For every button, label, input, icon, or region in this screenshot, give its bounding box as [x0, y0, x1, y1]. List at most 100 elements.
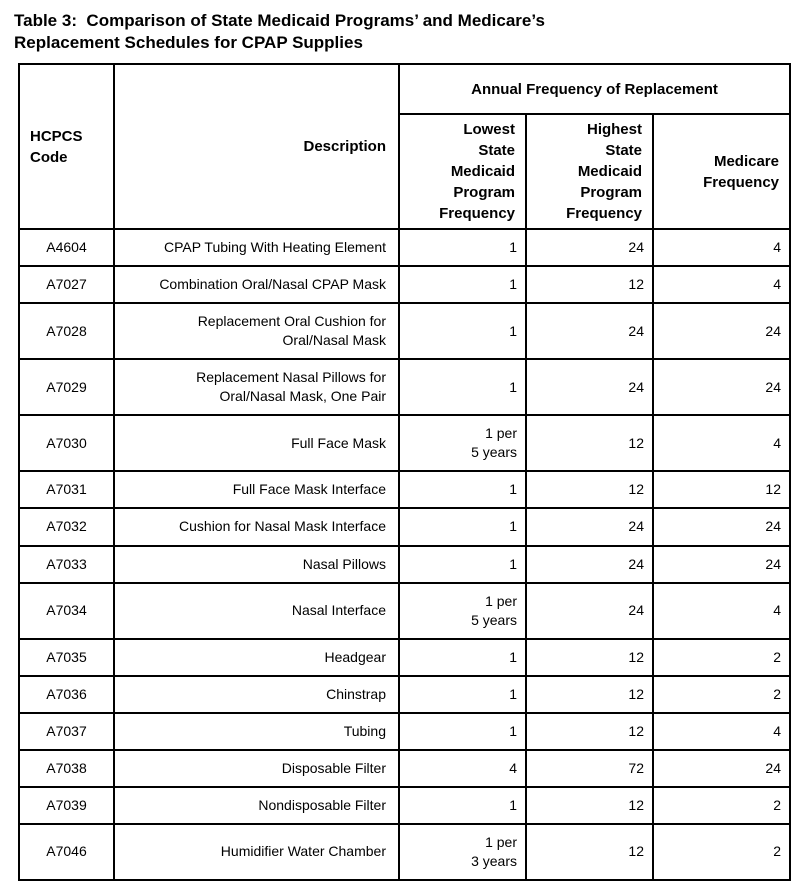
cell-highest-frequency: 12 [525, 470, 654, 510]
table-row: A7046 Humidifier Water Chamber 1 per 3 yea… [18, 822, 791, 881]
cpap-replacement-schedule-table: HCPCS Code Description Annual Frequency … [18, 63, 791, 881]
cell-hcpcs-code: A7034 [18, 581, 115, 640]
header-description: Description [113, 63, 400, 231]
cell-highest-frequency: 12 [525, 711, 654, 751]
cell-highest-frequency: 12 [525, 637, 654, 677]
cell-lowest-frequency: 1 [398, 785, 527, 825]
table-title: Table 3: Comparison of State Medicaid Pr… [14, 11, 545, 53]
cell-hcpcs-code: A4604 [18, 228, 115, 268]
table-row: A7035 Headgear 1 12 2 [18, 637, 791, 677]
cell-highest-frequency: 12 [525, 674, 654, 714]
cell-description: Nondisposable Filter [113, 785, 400, 825]
table-row: A7031 Full Face Mask Interface 1 12 12 [18, 470, 791, 510]
cell-hcpcs-code: A7033 [18, 544, 115, 584]
cell-lowest-frequency: 1 [398, 674, 527, 714]
header-row-group: HCPCS Code Description Annual Frequency … [18, 63, 791, 231]
cell-description: Tubing [113, 711, 400, 751]
cell-hcpcs-code: A7038 [18, 748, 115, 788]
cell-description: Replacement Nasal Pillows for Oral/Nasal… [113, 358, 400, 417]
cell-hcpcs-code: A7039 [18, 785, 115, 825]
header-row-sub: Lowest State Medicaid Program Frequency … [19, 113, 791, 231]
cell-hcpcs-code: A7035 [18, 637, 115, 677]
cell-medicare-frequency: 24 [652, 544, 791, 584]
table-footnotes: Note: We converted reported frequencies … [16, 886, 793, 890]
cell-medicare-frequency: 4 [652, 414, 791, 473]
cell-description: Full Face Mask [113, 414, 400, 473]
table-header: HCPCS Code Description Annual Frequency … [18, 63, 791, 231]
cell-lowest-frequency: 1 [398, 507, 527, 547]
cell-medicare-frequency: 2 [652, 785, 791, 825]
cell-lowest-frequency: 1 [398, 302, 527, 361]
cell-highest-frequency: 12 [525, 265, 654, 305]
cell-hcpcs-code: A7029 [18, 358, 115, 417]
cell-hcpcs-code: A7030 [18, 414, 115, 473]
cell-medicare-frequency: 4 [652, 581, 791, 640]
table-row: A7029 Replacement Nasal Pillows for Oral/… [18, 358, 791, 417]
cell-lowest-frequency: 1 [398, 711, 527, 751]
cell-medicare-frequency: 2 [652, 822, 791, 881]
cell-description: Disposable Filter [113, 748, 400, 788]
cell-highest-frequency: 24 [525, 507, 654, 547]
cell-hcpcs-code: A7031 [18, 470, 115, 510]
cell-hcpcs-code: A7036 [18, 674, 115, 714]
table-row: A7039 Nondisposable Filter 1 12 2 [18, 785, 791, 825]
cell-highest-frequency: 12 [525, 785, 654, 825]
header-hcpcs-code: HCPCS Code [18, 63, 115, 231]
cell-highest-frequency: 24 [525, 581, 654, 640]
cell-lowest-frequency: 1 [398, 544, 527, 584]
header-lowest-state-medicaid-frequency: Lowest State Medicaid Program Frequency [398, 113, 527, 231]
cell-lowest-frequency: 4 [398, 748, 527, 788]
table-row: A7033 Nasal Pillows 1 24 24 [18, 544, 791, 584]
cell-medicare-frequency: 24 [652, 358, 791, 417]
table-row: A7037 Tubing 1 12 4 [18, 711, 791, 751]
cell-highest-frequency: 12 [525, 414, 654, 473]
cell-description: Headgear [113, 637, 400, 677]
cell-hcpcs-code: A7046 [18, 822, 115, 881]
cell-hcpcs-code: A7028 [18, 302, 115, 361]
cell-medicare-frequency: 2 [652, 674, 791, 714]
cell-highest-frequency: 24 [525, 544, 654, 584]
cell-highest-frequency: 24 [525, 358, 654, 417]
cell-description: Chinstrap [113, 674, 400, 714]
cell-medicare-frequency: 24 [652, 748, 791, 788]
cell-hcpcs-code: A7037 [18, 711, 115, 751]
table-row: A7027 Combination Oral/Nasal CPAP Mask 1 12… [18, 265, 791, 305]
cell-lowest-frequency: 1 per 5 years [398, 581, 527, 640]
cell-description: CPAP Tubing With Heating Element [113, 228, 400, 268]
cell-medicare-frequency: 24 [652, 507, 791, 547]
cell-lowest-frequency: 1 [398, 470, 527, 510]
cell-medicare-frequency: 4 [652, 711, 791, 751]
cell-lowest-frequency: 1 per 5 years [398, 414, 527, 473]
table-row: A7038 Disposable Filter 4 72 24 [18, 748, 791, 788]
table-row: A7030 Full Face Mask 1 per 5 years 12 4 [18, 414, 791, 473]
cell-description: Full Face Mask Interface [113, 470, 400, 510]
cell-medicare-frequency: 12 [652, 470, 791, 510]
table-body: A4604 CPAP Tubing With Heating Element 1 24… [18, 228, 791, 881]
cell-description: Combination Oral/Nasal CPAP Mask [113, 265, 400, 305]
cell-medicare-frequency: 24 [652, 302, 791, 361]
cell-description: Humidifier Water Chamber [113, 822, 400, 881]
table-row: A7028 Replacement Oral Cushion for Oral/N… [18, 302, 791, 361]
cell-lowest-frequency: 1 [398, 265, 527, 305]
header-annual-frequency-group: Annual Frequency of Replacement [398, 63, 791, 116]
cell-highest-frequency: 24 [525, 302, 654, 361]
cell-medicare-frequency: 4 [652, 265, 791, 305]
cell-highest-frequency: 12 [525, 822, 654, 881]
cell-lowest-frequency: 1 [398, 358, 527, 417]
cell-highest-frequency: 72 [525, 748, 654, 788]
cell-lowest-frequency: 1 per 3 years [398, 822, 527, 881]
table-row: A7036 Chinstrap 1 12 2 [18, 674, 791, 714]
cell-hcpcs-code: A7032 [18, 507, 115, 547]
cell-highest-frequency: 24 [525, 228, 654, 268]
cell-medicare-frequency: 2 [652, 637, 791, 677]
cell-description: Replacement Oral Cushion for Oral/Nasal … [113, 302, 400, 361]
table-row: A7032 Cushion for Nasal Mask Interface 1 24… [18, 507, 791, 547]
cell-medicare-frequency: 4 [652, 228, 791, 268]
cell-lowest-frequency: 1 [398, 228, 527, 268]
cell-description: Cushion for Nasal Mask Interface [113, 507, 400, 547]
cell-lowest-frequency: 1 [398, 637, 527, 677]
cell-description: Nasal Interface [113, 581, 400, 640]
cell-description: Nasal Pillows [113, 544, 400, 584]
table-row: A7034 Nasal Interface 1 per 5 years 24 4 [18, 581, 791, 640]
